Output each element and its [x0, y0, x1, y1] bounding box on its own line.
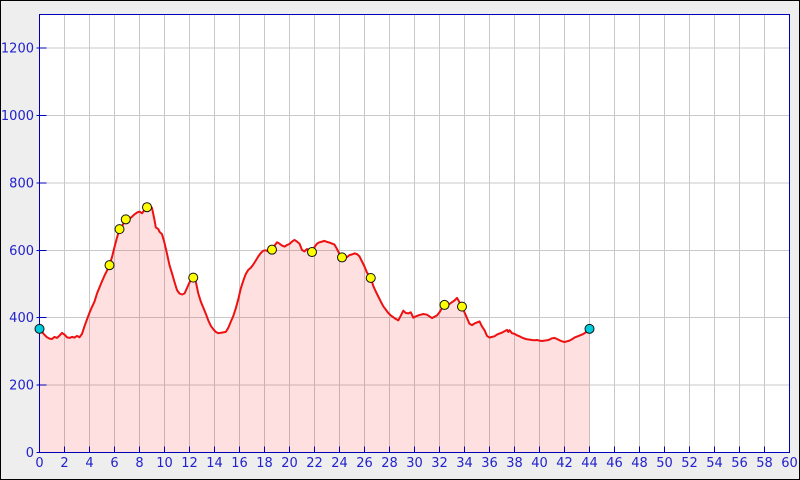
x-axis-label: 36: [481, 456, 498, 471]
y-axis-label: 800: [9, 176, 34, 191]
end-marker[interactable]: [584, 323, 595, 334]
x-axis-label: 2: [60, 456, 68, 471]
waypoint-marker[interactable]: [307, 247, 317, 258]
x-axis-label: 14: [206, 456, 223, 471]
x-axis-label: 38: [506, 456, 523, 471]
x-axis-label: 54: [706, 456, 723, 471]
waypoint-marker[interactable]: [120, 214, 131, 225]
x-axis-label: 44: [581, 456, 598, 471]
waypoint-marker[interactable]: [188, 272, 199, 283]
x-axis-label: 42: [556, 456, 573, 471]
start-marker[interactable]: [34, 323, 45, 334]
x-axis-label: 22: [306, 456, 323, 471]
x-axis-label: 0: [35, 456, 43, 471]
x-axis-label: 52: [681, 456, 698, 471]
x-axis-label: 18: [256, 456, 273, 471]
x-axis-label: 8: [135, 456, 143, 471]
x-axis-label: 12: [181, 456, 198, 471]
x-axis-label: 40: [531, 456, 548, 471]
y-axis-label: 200: [9, 379, 34, 394]
waypoint-marker[interactable]: [457, 301, 467, 312]
x-axis-label: 30: [406, 456, 423, 471]
y-axis-label: 1000: [1, 109, 34, 124]
x-axis-label: 50: [656, 456, 673, 471]
waypoint-marker[interactable]: [104, 260, 115, 271]
x-axis-label: 34: [456, 456, 473, 471]
x-axis-label: 28: [381, 456, 398, 471]
waypoint-marker[interactable]: [439, 299, 450, 310]
x-axis-label: 58: [756, 456, 773, 471]
x-axis-label: 48: [631, 456, 648, 471]
waypoint-marker[interactable]: [365, 272, 376, 283]
elevation-area: [39, 205, 590, 453]
x-axis-label: 26: [356, 456, 373, 471]
y-axis-label: 1200: [1, 42, 34, 57]
waypoint-marker[interactable]: [267, 244, 277, 255]
y-axis-label: 0: [26, 446, 34, 461]
x-axis-label: 46: [606, 456, 623, 471]
x-axis-label: 24: [331, 456, 348, 471]
x-axis-label: 10: [156, 456, 173, 471]
x-axis-label: 6: [110, 456, 118, 471]
y-axis-label: 600: [9, 244, 34, 259]
x-axis-label: 32: [431, 456, 448, 471]
y-axis-label: 400: [9, 311, 34, 326]
waypoint-marker[interactable]: [142, 202, 152, 213]
x-axis-label: 4: [85, 456, 93, 471]
waypoint-marker[interactable]: [114, 224, 125, 235]
x-axis-label: 56: [731, 456, 748, 471]
waypoint-marker[interactable]: [337, 252, 347, 263]
x-axis-label: 60: [781, 456, 798, 471]
x-axis-label: 20: [281, 456, 298, 471]
x-axis-label: 16: [231, 456, 248, 471]
